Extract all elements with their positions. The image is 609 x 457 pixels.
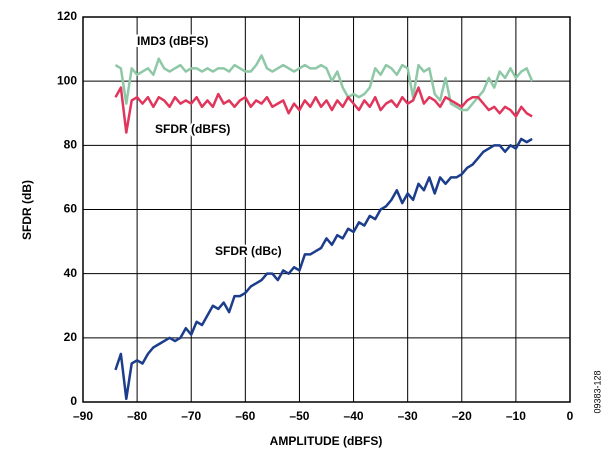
y-tick-label: 40 bbox=[64, 266, 78, 280]
x-tick-label: –80 bbox=[127, 409, 147, 423]
series-line bbox=[114, 86, 533, 134]
x-tick-label: –50 bbox=[289, 409, 309, 423]
series-label: SFDR (dBFS) bbox=[155, 122, 230, 136]
y-axis-title: SFDR (dB) bbox=[20, 180, 34, 240]
series-line bbox=[114, 54, 534, 112]
x-tick-label: –20 bbox=[452, 409, 472, 423]
series-label: IMD3 (dBFS) bbox=[137, 34, 208, 48]
x-tick-label: –90 bbox=[73, 409, 93, 423]
series-line bbox=[114, 137, 533, 401]
x-tick-label: –60 bbox=[235, 409, 255, 423]
y-tick-label: 80 bbox=[64, 138, 78, 152]
x-tick-label: –30 bbox=[398, 409, 418, 423]
y-tick-label: 120 bbox=[57, 9, 77, 23]
series-label: SFDR (dBc) bbox=[215, 244, 282, 258]
x-axis-title: AMPLITUDE (dBFS) bbox=[270, 434, 383, 448]
x-tick-label: –10 bbox=[506, 409, 526, 423]
plot-frame bbox=[82, 16, 571, 403]
y-tick-label: 100 bbox=[57, 73, 77, 87]
x-tick-label: 0 bbox=[567, 409, 574, 423]
y-tick-label: 0 bbox=[70, 394, 77, 408]
figure-id: 09383-128 bbox=[592, 370, 602, 413]
y-tick-label: 20 bbox=[64, 330, 78, 344]
x-tick-label: –40 bbox=[344, 409, 364, 423]
y-tick-label: 60 bbox=[64, 202, 78, 216]
x-tick-label: –70 bbox=[181, 409, 201, 423]
